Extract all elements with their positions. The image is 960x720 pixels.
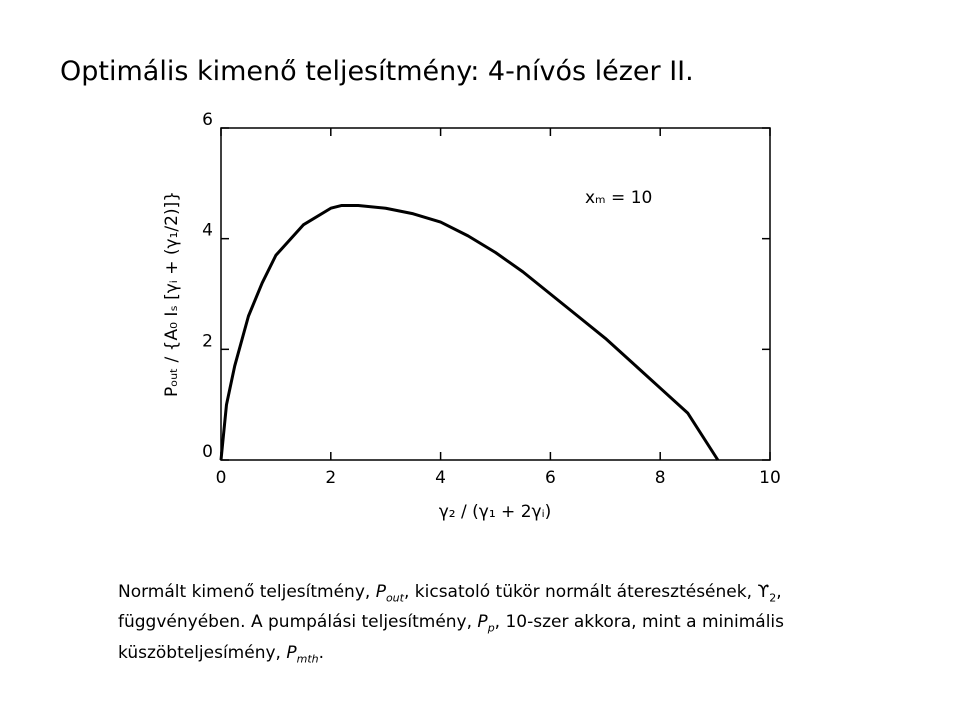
chart: γ₂ / (γ₁ + 2γᵢ) Pₒᵤₜ / {A₀ Iₛ [γᵢ + (γ₁/… bbox=[162, 110, 781, 522]
caption-symbol: P bbox=[286, 642, 297, 663]
caption-text: . bbox=[318, 642, 325, 663]
x-axis-label: γ₂ / (γ₁ + 2γᵢ) bbox=[439, 502, 552, 522]
x-tick-label: 0 bbox=[216, 468, 227, 488]
x-tick-label: 2 bbox=[325, 468, 336, 488]
caption-subscript: p bbox=[487, 621, 495, 635]
caption-symbol: P bbox=[375, 582, 386, 602]
caption-text: , függvényében. A pumpálási teljesítmény… bbox=[118, 582, 782, 633]
y-tick-label: 6 bbox=[202, 110, 213, 130]
caption-subscript: out bbox=[385, 591, 404, 605]
caption: Normált kimenő teljesítmény, Pout, kicsa… bbox=[118, 580, 878, 671]
caption-text: , 10-szer akkora, mint a minimális küszö… bbox=[118, 612, 785, 663]
caption-text: Normált kimenő teljesítmény, bbox=[118, 582, 376, 602]
y-axis-label: Pₒᵤₜ / {A₀ Iₛ [γᵢ + (γ₁/2)]} bbox=[162, 191, 182, 397]
slide-title: Optimális kimenő teljesítmény: 4-nívós l… bbox=[60, 56, 694, 87]
x-tick-label: 10 bbox=[759, 468, 781, 488]
x-tick-label: 4 bbox=[435, 468, 446, 488]
annotation: xₘ = 10 bbox=[585, 188, 652, 208]
x-tick-label: 8 bbox=[655, 468, 666, 488]
y-tick-label: 0 bbox=[202, 442, 213, 462]
caption-symbol: P bbox=[477, 612, 488, 633]
plot-frame bbox=[220, 127, 771, 461]
caption-subscript: mth bbox=[296, 652, 319, 666]
y-tick-label: 2 bbox=[202, 331, 213, 351]
x-tick-label: 6 bbox=[545, 468, 556, 488]
y-tick-label: 4 bbox=[202, 221, 213, 241]
caption-subscript: 2 bbox=[769, 591, 777, 605]
caption-text: , kicsatoló tükör normált áteresztésének… bbox=[403, 582, 770, 602]
curve bbox=[219, 203, 720, 461]
